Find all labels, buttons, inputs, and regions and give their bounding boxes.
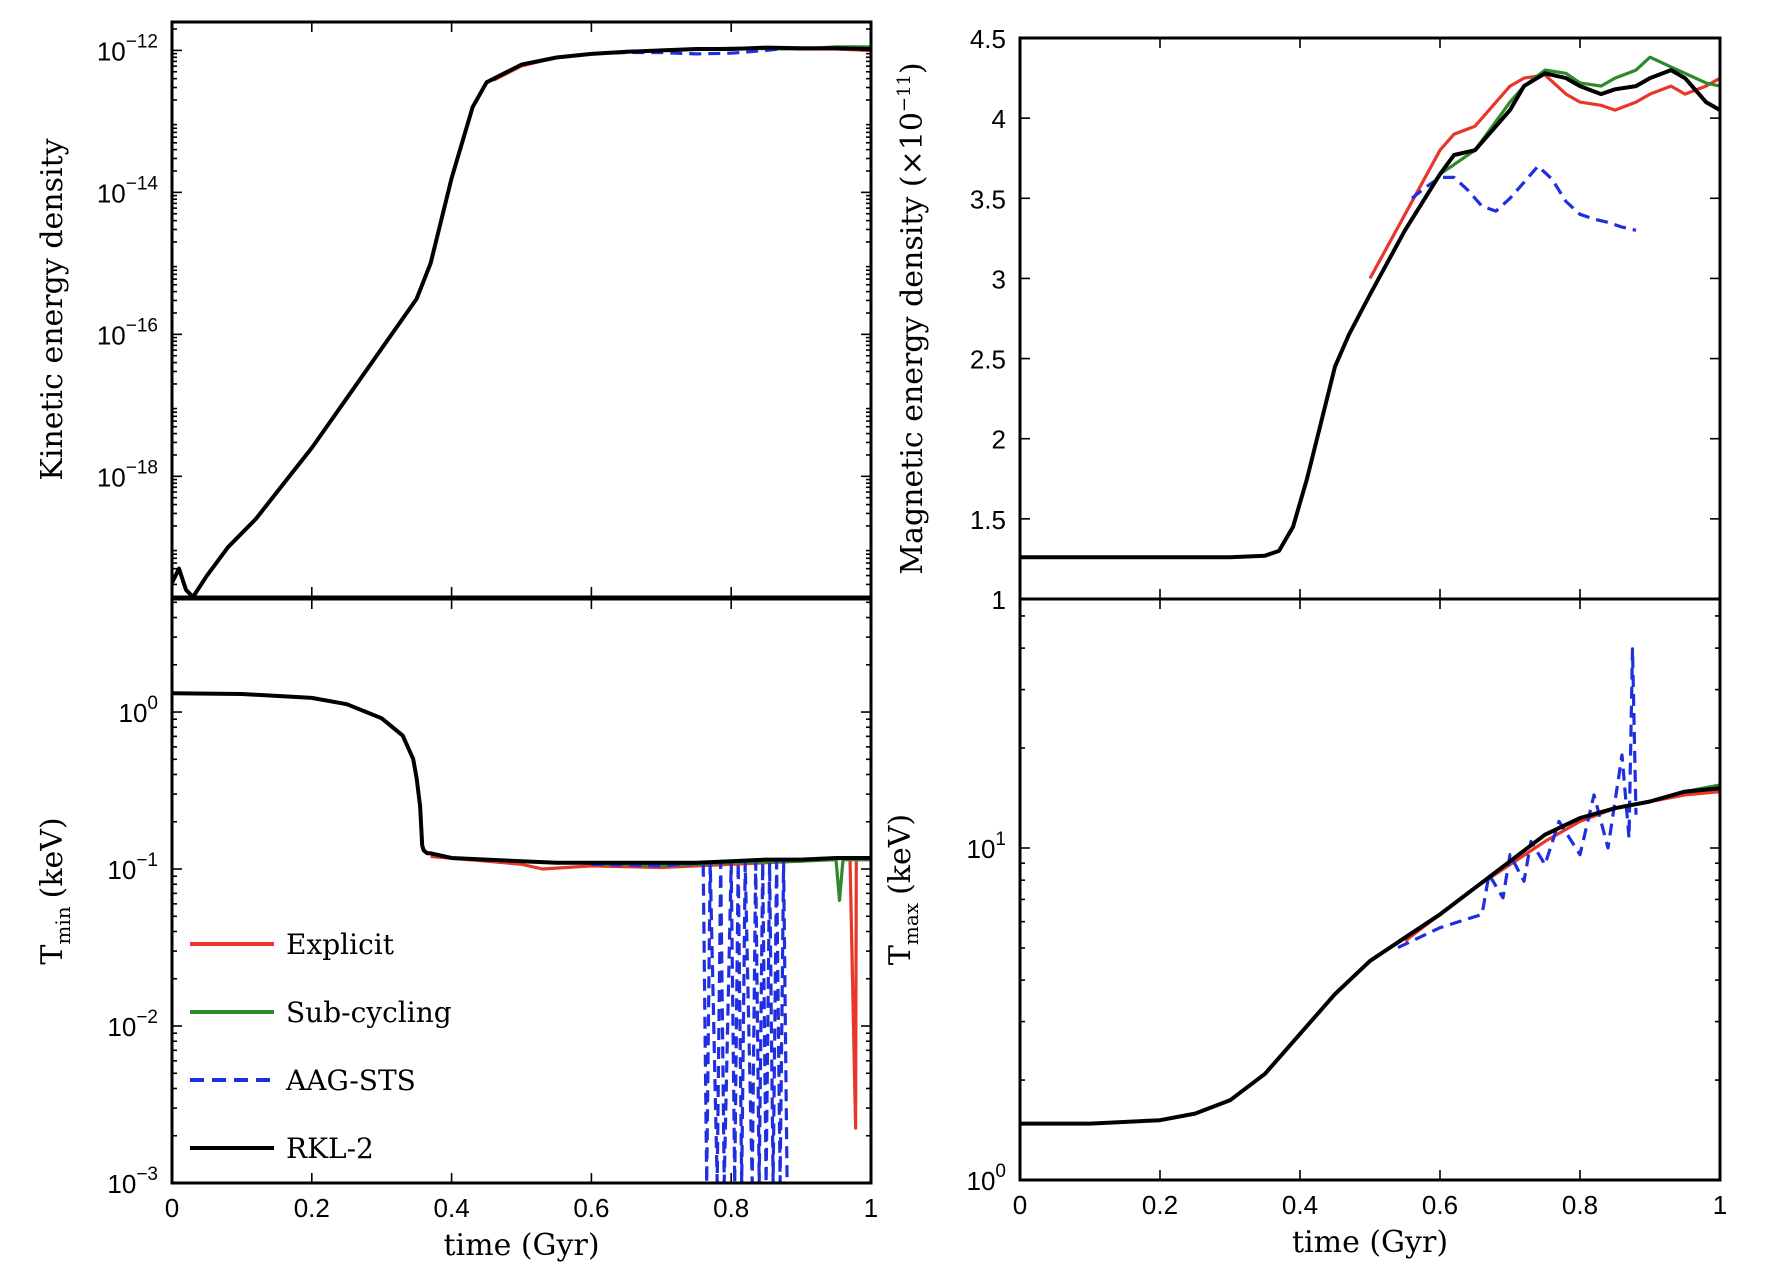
plot-frame	[1018, 597, 1722, 1182]
series-group	[1020, 55, 1720, 560]
series-group	[172, 691, 871, 1183]
series-line-rkl-2	[172, 45, 871, 597]
series-line-rkl-2	[1020, 786, 1720, 1126]
series-line-aag-sts	[1397, 647, 1638, 950]
y-tick-label: 1	[992, 585, 1006, 615]
y-tick-label: 4	[992, 104, 1006, 134]
panel-me: 1 1.5 2 2.5 3 3.5 4 4.5 Magnetic energy density …	[894, 24, 1722, 615]
y-tick-label: 3	[992, 264, 1006, 294]
y-tick-label: 10−18	[97, 457, 158, 492]
x-tick-label: 0.4	[1282, 1190, 1318, 1220]
y-axis-label: Magnetic energy density (×10−11)	[894, 62, 930, 574]
y-tick-label: 10−16	[97, 315, 158, 350]
y-tick-label: 10−2	[107, 1007, 158, 1042]
plot-frame	[1018, 36, 1722, 601]
series-line-aag-sts	[591, 861, 789, 1183]
legend: Explicit Sub-cycling AAG-STS RKL-2	[190, 928, 452, 1165]
series-line-explicit	[1368, 73, 1720, 280]
series-group	[172, 45, 871, 597]
y-tick-label: 1.5	[970, 505, 1006, 535]
x-tick-label: 0.8	[713, 1193, 749, 1223]
plot-frame	[170, 597, 873, 1185]
legend-label: Explicit	[286, 928, 395, 961]
y-tick-label: 2.5	[970, 345, 1006, 375]
panel-ke: 10−12 10−14 10−16 10−18 Kinetic energy densi…	[35, 20, 873, 599]
y-tick-label: 10−12	[97, 31, 158, 66]
x-axis-label: time (Gyr)	[443, 1228, 599, 1263]
y-axis-label: Tmin(keV)	[35, 817, 75, 964]
y-tick-label: 10−1	[107, 850, 158, 885]
y-tick-label: 101	[967, 829, 1007, 864]
series-line-rkl-2	[1020, 68, 1720, 560]
series-line-aag-sts	[1411, 164, 1637, 232]
x-axis-label: time (Gyr)	[1292, 1225, 1448, 1260]
x-tick-label: 0.2	[294, 1193, 330, 1223]
legend-label: RKL-2	[286, 1132, 374, 1165]
legend-label: Sub-cycling	[286, 996, 452, 1029]
x-tick-label: 1	[1713, 1190, 1727, 1220]
y-tick-label: 3.5	[970, 184, 1006, 214]
series-line-explicit	[1404, 790, 1720, 943]
x-tick-label: 0.2	[1142, 1190, 1178, 1220]
plot-frame	[170, 20, 873, 599]
series-group	[1020, 647, 1720, 1126]
y-tick-label: 100	[967, 1161, 1007, 1196]
y-tick-label: 10−3	[107, 1164, 158, 1199]
x-tick-label: 0.8	[1562, 1190, 1598, 1220]
x-tick-label: 0	[1013, 1190, 1027, 1220]
series-line-explicit	[430, 854, 871, 1130]
y-tick-label: 10−14	[97, 173, 159, 208]
y-tick-label: 100	[119, 693, 159, 728]
x-tick-label: 0.6	[573, 1193, 609, 1223]
y-axis-label: Tmax(keV)	[883, 814, 923, 965]
x-tick-label: 0.6	[1422, 1190, 1458, 1220]
series-line-rkl-2	[172, 691, 871, 865]
y-tick-label: 4.5	[970, 24, 1006, 54]
y-tick-label: 2	[992, 425, 1006, 455]
x-tick-label: 1	[864, 1193, 878, 1223]
x-tick-label: 0.4	[434, 1193, 470, 1223]
y-axis-label: Kinetic energy density	[35, 138, 70, 480]
x-tick-label: 0	[165, 1193, 179, 1223]
legend-label: AAG-STS	[285, 1064, 416, 1097]
panel-tmin: 100 10−1 10−2 10−30 0.2 0.4 0.6 0.8 1 time (Gyr) T…	[35, 597, 878, 1263]
panel-tmax: 100 101 0 0.2 0.4 0.6 0.8 1 time (Gyr) Tmax(keV)	[883, 597, 1727, 1260]
series-line-sub-cycling	[1403, 55, 1720, 232]
